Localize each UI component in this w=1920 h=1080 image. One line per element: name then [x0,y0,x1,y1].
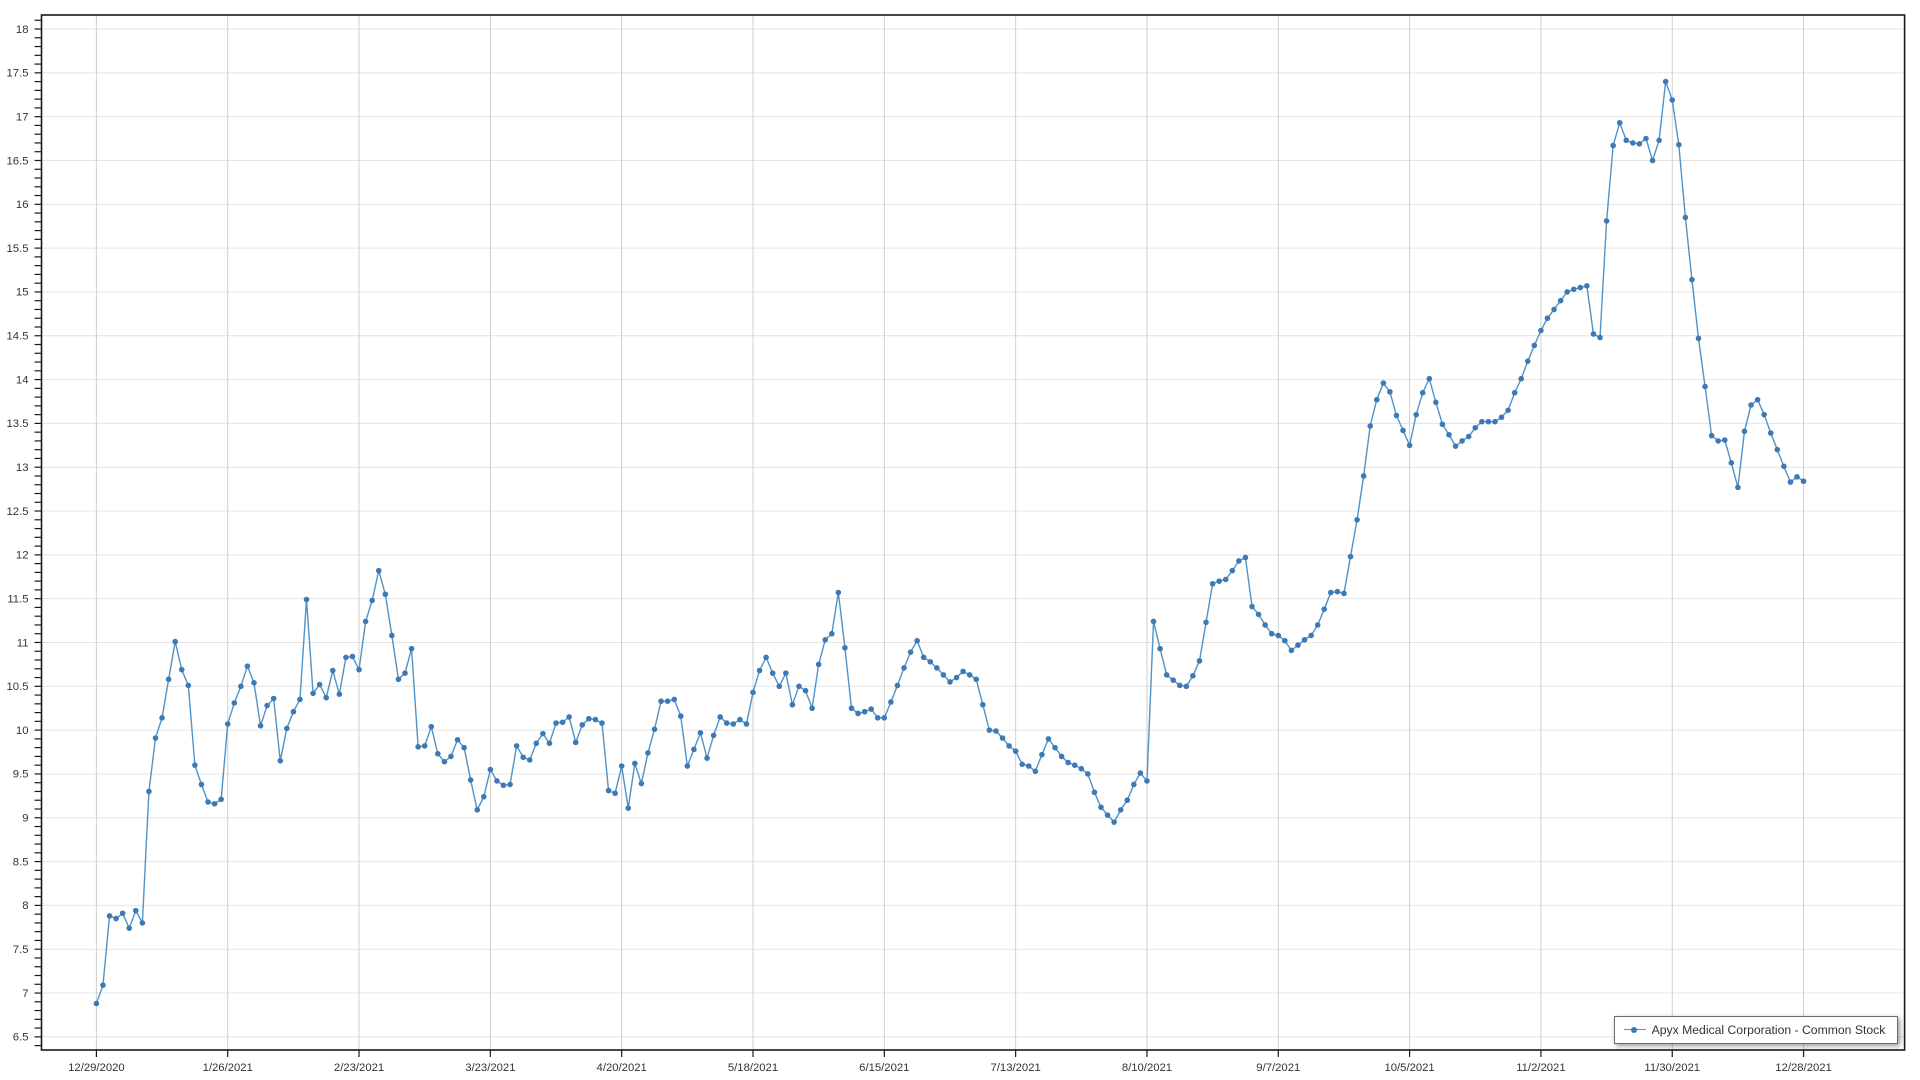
svg-text:12: 12 [16,550,29,562]
svg-text:11/30/2021: 11/30/2021 [1644,1062,1700,1074]
svg-text:6.5: 6.5 [13,1032,29,1044]
svg-text:12.5: 12.5 [7,506,29,518]
svg-text:13.5: 13.5 [7,418,29,430]
svg-text:11/2/2021: 11/2/2021 [1516,1062,1565,1074]
svg-text:2/23/2021: 2/23/2021 [334,1062,384,1074]
svg-text:13: 13 [16,462,29,474]
svg-text:16: 16 [16,199,29,211]
svg-text:6/15/2021: 6/15/2021 [859,1062,909,1074]
svg-text:17: 17 [16,111,29,123]
svg-text:11: 11 [17,637,29,649]
svg-text:7: 7 [22,988,28,1000]
svg-text:12/28/2021: 12/28/2021 [1775,1062,1832,1074]
svg-text:12/29/2020: 12/29/2020 [68,1062,125,1074]
svg-text:4/20/2021: 4/20/2021 [597,1062,647,1074]
svg-text:17.5: 17.5 [7,68,29,80]
svg-text:16.5: 16.5 [7,155,29,167]
svg-text:8: 8 [22,900,28,912]
svg-text:9: 9 [22,813,28,825]
svg-text:1/26/2021: 1/26/2021 [203,1062,253,1074]
svg-text:14.5: 14.5 [7,331,29,343]
svg-text:10/5/2021: 10/5/2021 [1384,1062,1434,1074]
svg-text:10.5: 10.5 [7,681,29,693]
svg-text:8/10/2021: 8/10/2021 [1122,1062,1172,1074]
svg-text:3/23/2021: 3/23/2021 [465,1062,515,1074]
svg-text:7.5: 7.5 [13,944,29,956]
svg-text:11.5: 11.5 [7,593,28,605]
svg-text:10: 10 [16,725,29,737]
svg-text:9/7/2021: 9/7/2021 [1256,1062,1300,1074]
svg-text:9.5: 9.5 [13,769,29,781]
svg-text:18: 18 [16,24,29,36]
svg-text:15: 15 [16,287,29,299]
svg-text:14: 14 [16,374,29,386]
svg-text:8.5: 8.5 [13,856,29,868]
svg-text:5/18/2021: 5/18/2021 [728,1062,778,1074]
svg-text:7/13/2021: 7/13/2021 [991,1062,1041,1074]
svg-text:15.5: 15.5 [7,243,29,255]
